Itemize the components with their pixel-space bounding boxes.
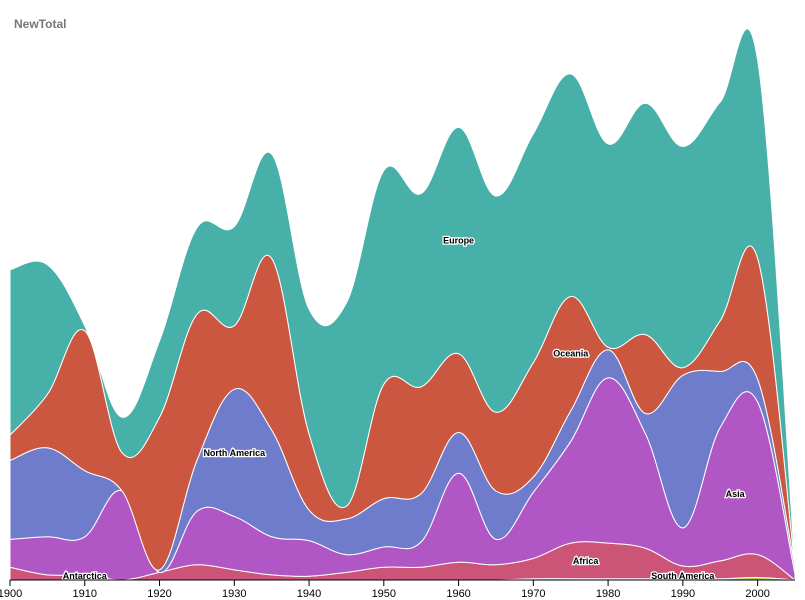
x-tick-label: 1920 [147,588,171,600]
label-oceania: Oceania [553,349,589,359]
label-africa: Africa [573,556,600,566]
label-europe: Europe [443,236,474,246]
x-axis: 1900 1910 1920 1930 1940 1950 1960 1970 1980 1990… [0,580,795,600]
x-tick-label: 2000 [745,588,769,600]
x-tick-label: 1950 [372,588,396,600]
x-tick-label: 1930 [222,588,246,600]
x-tick-label: 1960 [446,588,470,600]
x-tick-label: 1910 [73,588,97,600]
stream-layers [10,29,795,580]
x-tick-label: 1940 [297,588,321,600]
label-asia: Asia [726,489,746,499]
x-tick-label: 1970 [521,588,545,600]
label-north-america: North America [203,448,266,458]
x-tick-label: 1990 [671,588,695,600]
x-tick-label: 1900 [0,588,22,600]
x-tick-label: 1980 [596,588,620,600]
